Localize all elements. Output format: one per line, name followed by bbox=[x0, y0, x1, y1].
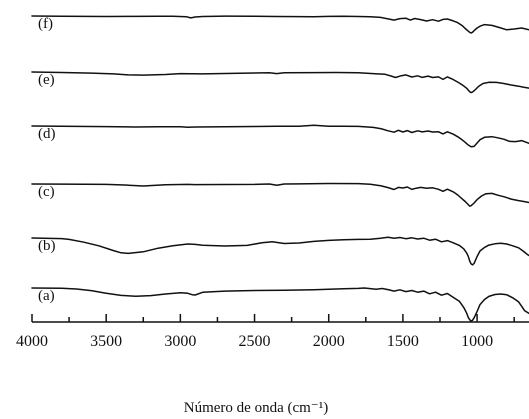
trace-label-c: (c) bbox=[38, 184, 55, 200]
spectrum-trace-d bbox=[31, 124, 529, 148]
spectrum-trace-f bbox=[31, 15, 529, 34]
x-tick-label: 2000 bbox=[313, 333, 345, 350]
spectrum-trace-b bbox=[31, 236, 529, 266]
x-axis-title: Número de onda (cm⁻¹) bbox=[184, 400, 328, 416]
x-tick-label: 1500 bbox=[387, 333, 419, 350]
trace-label-e: (e) bbox=[38, 72, 55, 88]
x-tick-label: 3000 bbox=[164, 333, 196, 350]
x-axis-ticks: 4000 3500 3000 2500 2000 1500 1000 bbox=[16, 314, 515, 350]
x-tick-label: 3500 bbox=[90, 333, 122, 350]
trace-label-d: (d) bbox=[38, 126, 56, 142]
spectra-traces bbox=[31, 15, 529, 322]
x-tick-label: 4000 bbox=[16, 333, 48, 350]
spectrum-trace-e bbox=[31, 71, 529, 94]
x-tick-label: 1000 bbox=[461, 333, 493, 350]
trace-label-a: (a) bbox=[38, 288, 55, 304]
trace-label-b: (b) bbox=[38, 238, 56, 254]
spectrum-trace-c bbox=[31, 182, 529, 207]
x-tick-label: 2500 bbox=[239, 333, 271, 350]
trace-label-f: (f) bbox=[38, 16, 53, 32]
spectrum-trace-a bbox=[31, 287, 529, 322]
trace-labels: (f) (e) (d) (c) (b) (a) bbox=[38, 16, 56, 304]
